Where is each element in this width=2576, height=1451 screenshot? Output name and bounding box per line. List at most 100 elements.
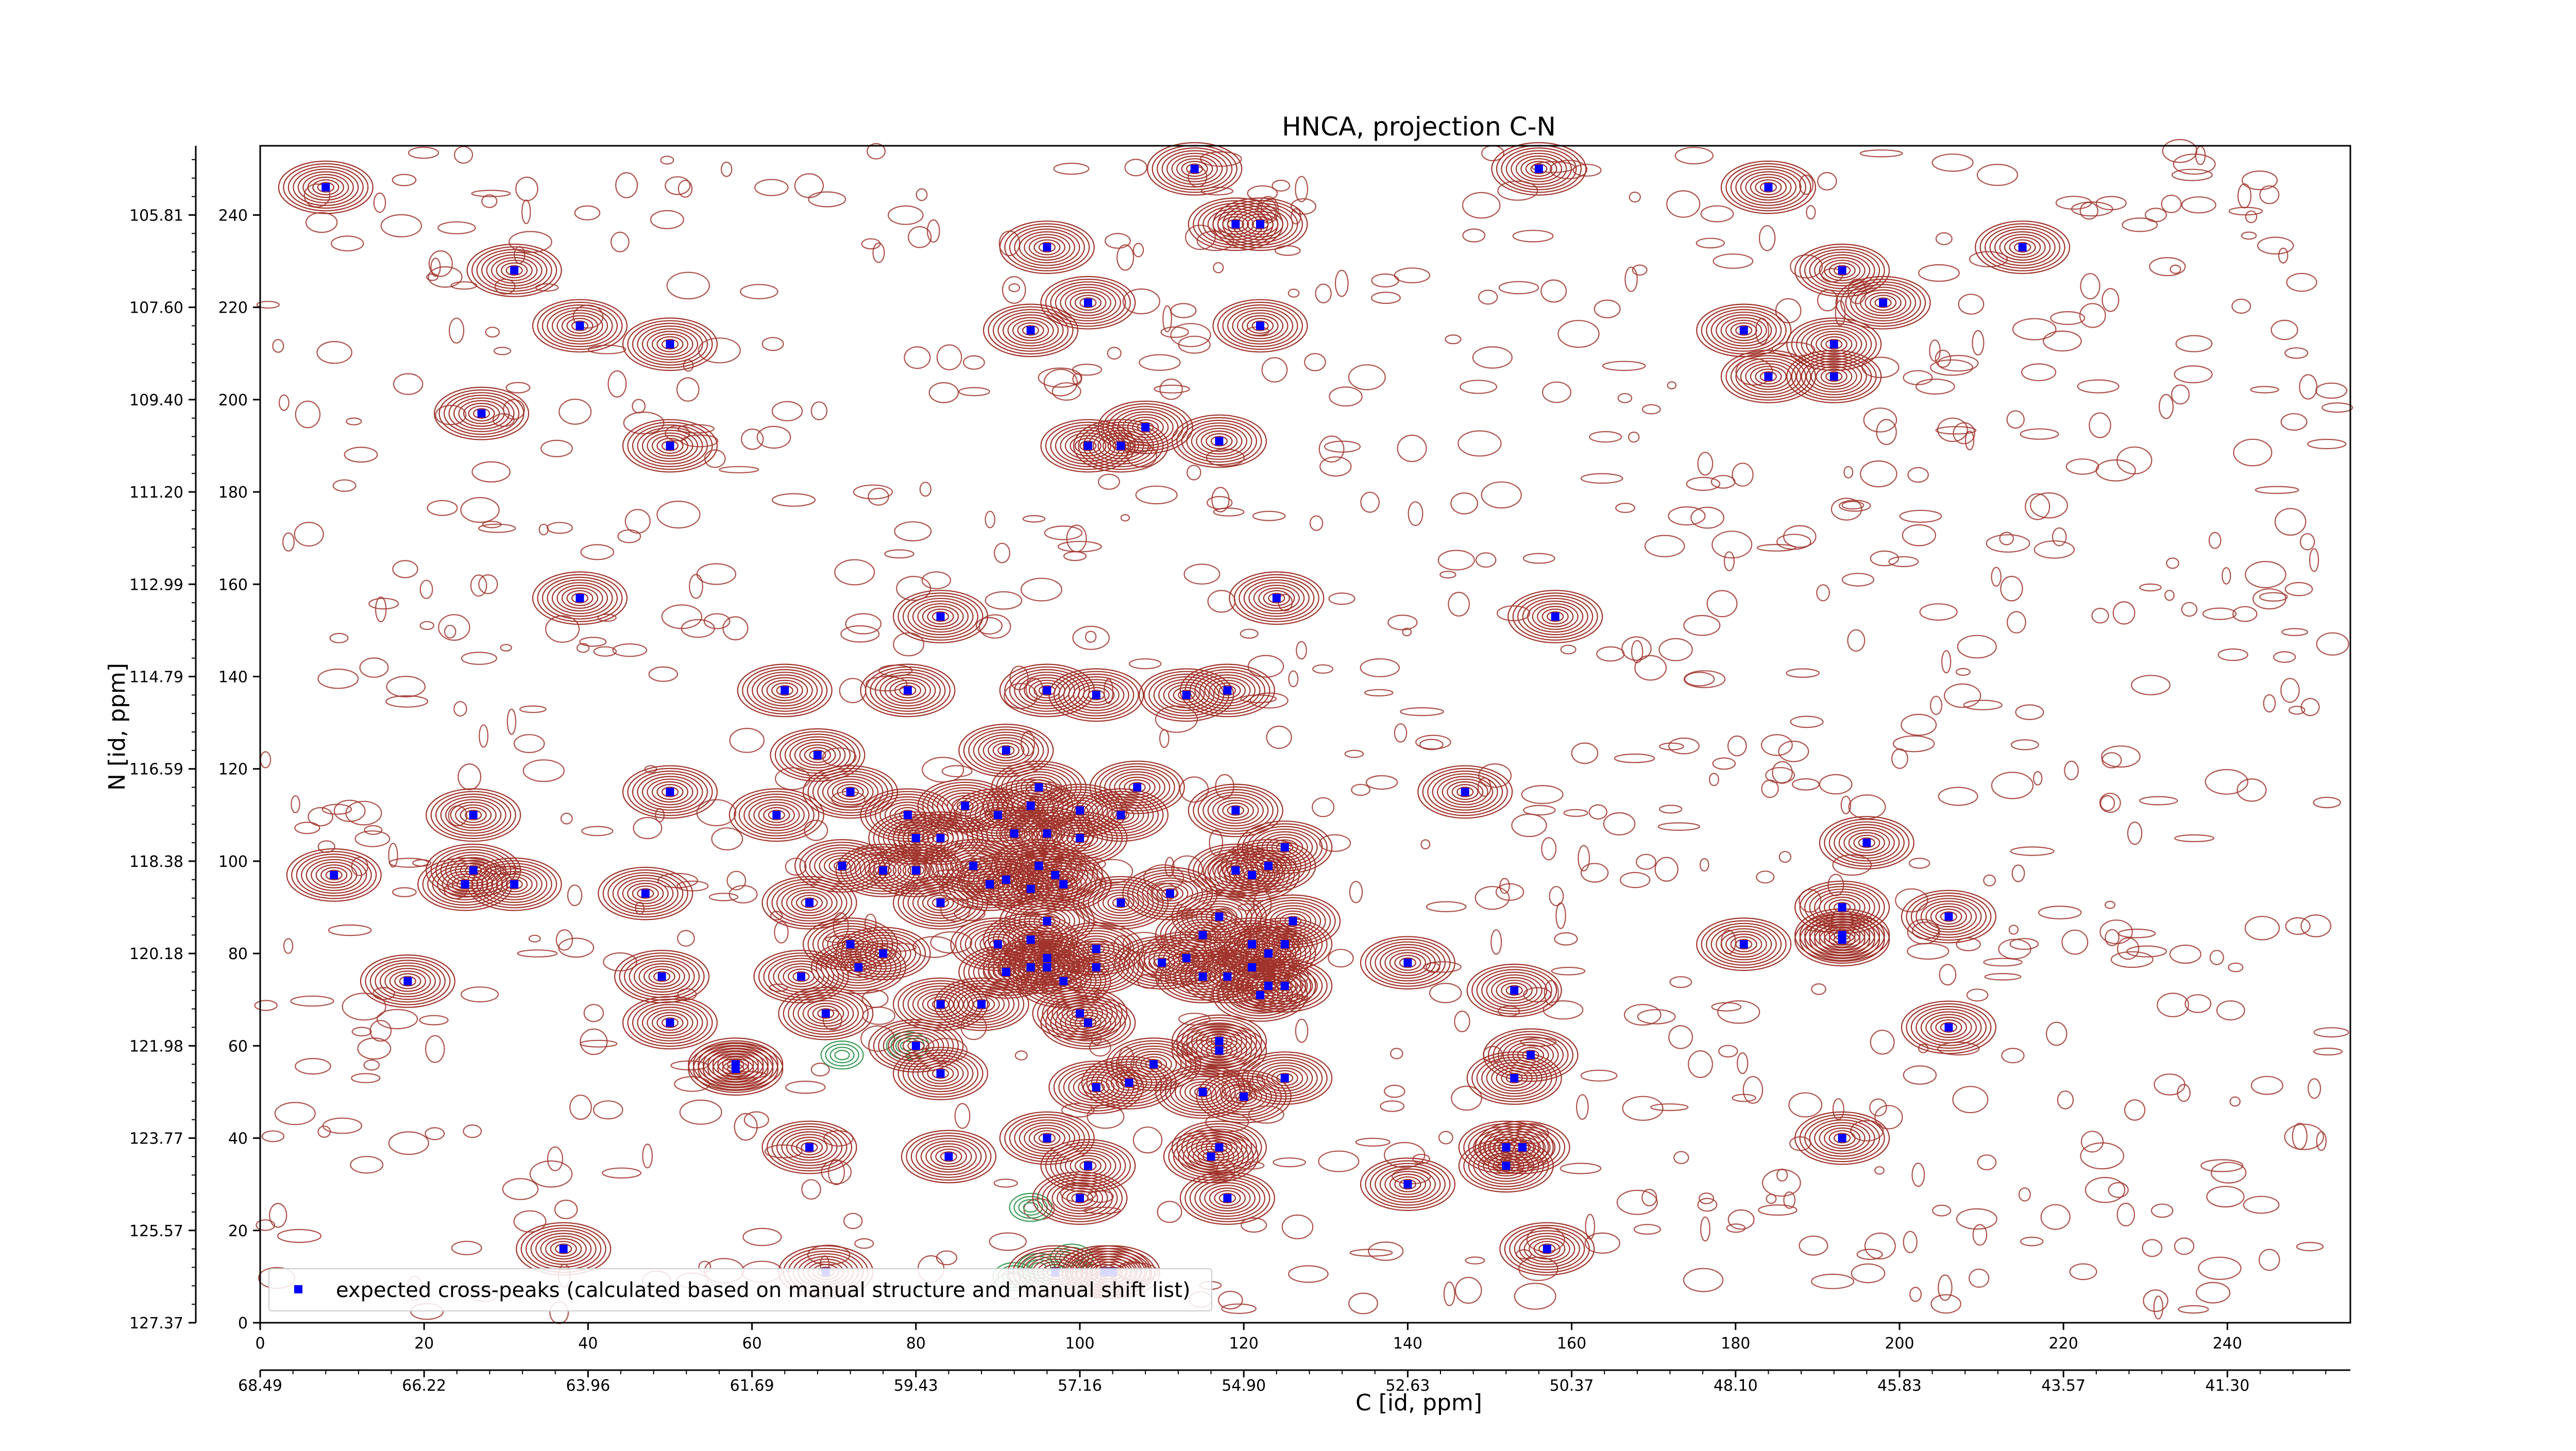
peak-contour — [530, 1230, 597, 1268]
peak-contour — [422, 860, 508, 909]
peak-contour — [1835, 276, 1931, 330]
peak-contour — [1079, 297, 1097, 308]
x-index-tick-label: 140 — [1393, 1335, 1422, 1353]
noise-contour — [1650, 1103, 1689, 1112]
noise-contour — [427, 500, 458, 516]
peak-contour — [1481, 1059, 1548, 1097]
peak-contour — [1088, 690, 1105, 701]
peak-contour — [1196, 1069, 1292, 1123]
peak-contour — [1064, 1009, 1111, 1036]
noise-contour — [1938, 1274, 1953, 1301]
peak-contour — [505, 879, 523, 890]
peak-contour — [1276, 1072, 1294, 1084]
peak-contour — [1257, 969, 1313, 1002]
cross-peak-marker — [1289, 917, 1297, 926]
peak-contour — [1735, 938, 1753, 950]
noise-contour — [756, 425, 791, 449]
noise-contour — [1380, 1100, 1405, 1112]
noise-contour — [2245, 210, 2258, 224]
peak-contour — [931, 832, 950, 844]
noise-contour — [1472, 346, 1513, 369]
noise-contour — [1020, 731, 1035, 757]
cross-peak-marker — [1002, 968, 1010, 976]
cross-peak-marker — [1133, 783, 1142, 792]
noise-contour — [1014, 1050, 1028, 1061]
peak-contour — [1248, 582, 1305, 614]
noise-contour — [2316, 632, 2349, 656]
peak-contour — [874, 672, 941, 709]
noise-contour — [1958, 294, 1985, 315]
noise-contour — [2077, 379, 2120, 394]
noise-contour — [676, 377, 700, 402]
noise-contour — [2171, 384, 2190, 405]
noise-contour — [576, 643, 590, 653]
peak-contour — [551, 310, 608, 342]
peak-contour — [1840, 279, 1926, 327]
peak-contour — [1819, 926, 1866, 953]
peak-contour — [301, 856, 367, 894]
peak-contour — [537, 574, 623, 622]
noise-contour — [1699, 1192, 1715, 1204]
peak-contour — [1237, 959, 1333, 1013]
x-ppm-tick-label: 45.83 — [1877, 1377, 1922, 1395]
noise-contour — [2080, 273, 2100, 300]
noise-contour — [1273, 1157, 1307, 1168]
cross-peak-marker — [1198, 1088, 1207, 1096]
noise-contour — [425, 1127, 445, 1140]
noise-contour — [612, 643, 648, 657]
noise-contour — [1344, 749, 1364, 758]
peak-contour — [481, 865, 548, 903]
peak-contour — [988, 740, 1025, 761]
peak-contour — [2004, 236, 2041, 258]
noise-contour — [1969, 1268, 1990, 1288]
noise-contour — [558, 398, 592, 425]
peak-contour — [1210, 911, 1228, 922]
noise-contour — [698, 337, 741, 364]
peak-contour — [1814, 919, 1871, 951]
y-ppm-tick-label: 111.20 — [129, 484, 183, 502]
peak-contour — [622, 419, 718, 473]
peak-contour — [992, 867, 1069, 911]
peak-contour — [1199, 1182, 1256, 1215]
cross-peak-marker — [1116, 898, 1125, 907]
cross-peak-marker — [1231, 806, 1240, 815]
noise-contour — [294, 822, 320, 834]
peak-contour — [1171, 414, 1267, 468]
peak-contour — [1153, 957, 1171, 968]
peak-contour — [1814, 1122, 1871, 1154]
peak-contour — [566, 317, 594, 334]
peak-contour — [1824, 924, 1861, 946]
legend-label: expected cross-peaks (calculated based o… — [336, 1278, 1191, 1302]
noise-contour — [1617, 393, 1633, 403]
cross-peak-marker — [575, 594, 584, 603]
peak-contour — [1384, 949, 1431, 976]
noise-contour — [633, 816, 663, 840]
peak-contour — [1512, 592, 1598, 641]
peak-contour — [1115, 1043, 1192, 1086]
x-index-tick-label: 100 — [1065, 1335, 1094, 1353]
peak-contour — [997, 787, 1064, 825]
noise-contour — [1426, 901, 1467, 913]
peak-contour — [1060, 1006, 1116, 1039]
noise-contour — [840, 625, 880, 643]
peak-contour — [817, 773, 884, 811]
y-index-tick-label: 160 — [218, 576, 248, 594]
noise-contour — [1315, 283, 1332, 303]
cross-peak-marker — [1043, 917, 1052, 926]
peak-contour — [827, 931, 874, 958]
peak-contour — [812, 1005, 839, 1022]
x-index-tick-label: 60 — [742, 1335, 761, 1353]
cross-peak-marker — [1280, 940, 1289, 949]
x-ppm-tick-label: 59.43 — [894, 1377, 938, 1395]
noise-contour — [2033, 540, 2075, 559]
peak-contour — [1186, 163, 1204, 175]
noise-contour — [1328, 592, 1355, 605]
cross-peak-marker — [469, 866, 478, 875]
peak-contour — [927, 1065, 954, 1082]
peak-contour — [612, 875, 679, 912]
peak-contour — [874, 865, 892, 876]
peak-contour — [505, 265, 523, 276]
noise-contour — [2071, 201, 2113, 217]
noise-contour — [1955, 668, 1971, 676]
